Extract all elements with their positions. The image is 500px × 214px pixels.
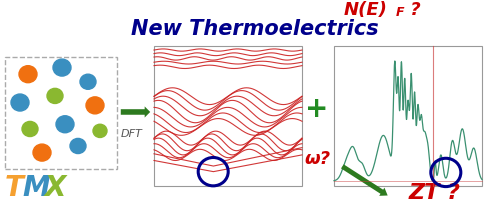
Text: N(E): N(E) bbox=[344, 1, 388, 19]
Bar bbox=[334, 46, 482, 186]
Bar bbox=[154, 46, 302, 186]
Text: X: X bbox=[44, 174, 66, 202]
Circle shape bbox=[93, 124, 107, 137]
Text: ZT ?: ZT ? bbox=[409, 183, 461, 203]
Circle shape bbox=[22, 121, 38, 137]
Text: DFT: DFT bbox=[121, 129, 143, 139]
Circle shape bbox=[80, 74, 96, 89]
Circle shape bbox=[86, 97, 104, 114]
Text: ω?: ω? bbox=[304, 150, 330, 168]
Circle shape bbox=[19, 66, 37, 83]
Text: F: F bbox=[396, 6, 404, 19]
Circle shape bbox=[33, 144, 51, 161]
Circle shape bbox=[56, 116, 74, 133]
Text: New Thermoelectrics: New Thermoelectrics bbox=[131, 19, 379, 39]
Bar bbox=[5, 57, 117, 169]
Circle shape bbox=[11, 94, 29, 111]
Text: ?: ? bbox=[404, 1, 421, 19]
Text: T: T bbox=[5, 174, 24, 202]
Text: +: + bbox=[306, 95, 328, 123]
Circle shape bbox=[70, 138, 86, 153]
Text: M: M bbox=[22, 174, 50, 202]
Circle shape bbox=[53, 59, 71, 76]
Circle shape bbox=[47, 88, 63, 104]
